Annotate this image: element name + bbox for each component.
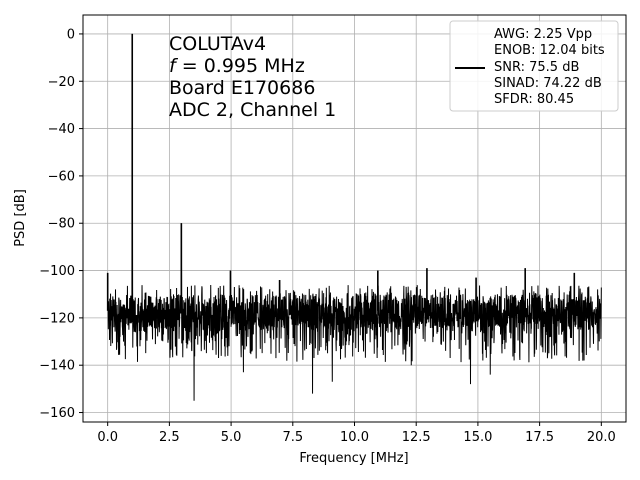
x-tick-label: 0.0 bbox=[97, 430, 118, 445]
y-tick-label: −120 bbox=[39, 311, 75, 326]
x-tick-label: 15.0 bbox=[463, 430, 492, 445]
x-tick-label: 20.0 bbox=[587, 430, 616, 445]
x-tick-label: 2.5 bbox=[159, 430, 180, 445]
y-axis-label: PSD [dB] bbox=[13, 189, 28, 247]
x-tick-label: 10.0 bbox=[340, 430, 369, 445]
annotation-line-4: ADC 2, Channel 1 bbox=[169, 99, 336, 121]
annotation-line-1: COLUTAv4 bbox=[169, 33, 266, 55]
annotation-line-2: f = 0.995 MHz bbox=[169, 55, 305, 77]
x-tick-label: 7.5 bbox=[282, 430, 303, 445]
annotation-line-2-rest: = 0.995 MHz bbox=[176, 55, 305, 77]
x-axis-ticks: 0.0 2.5 5.0 7.5 10.0 12.5 15.0 17.5 20.0 bbox=[97, 422, 616, 445]
y-axis-ticks: 0 −20 −40 −60 −80 −100 −120 −140 −160 bbox=[39, 27, 83, 421]
legend-box bbox=[449, 20, 619, 112]
x-tick-label: 17.5 bbox=[525, 430, 554, 445]
legend-entry-2: ENOB: 12.04 bits bbox=[494, 43, 605, 58]
y-tick-label: −40 bbox=[48, 122, 75, 137]
chart-annotation: COLUTAv4 f = 0.995 MHz Board E170686 ADC… bbox=[169, 33, 336, 121]
y-tick-label: −80 bbox=[48, 217, 75, 232]
y-tick-label: −160 bbox=[39, 406, 75, 421]
y-tick-label: −20 bbox=[48, 75, 75, 90]
x-tick-label: 12.5 bbox=[402, 430, 431, 445]
annotation-line-3: Board E170686 bbox=[169, 77, 315, 99]
y-tick-label: −60 bbox=[48, 169, 75, 184]
legend-entry-3: SNR: 75.5 dB bbox=[494, 60, 579, 75]
x-axis-label: Frequency [MHz] bbox=[299, 451, 408, 466]
legend-entry-5: SFDR: 80.45 bbox=[494, 92, 574, 107]
legend-entry-4: SINAD: 74.22 dB bbox=[494, 76, 602, 91]
y-tick-label: −100 bbox=[39, 264, 75, 279]
grid-lines bbox=[83, 15, 626, 422]
x-tick-label: 5.0 bbox=[221, 430, 242, 445]
y-tick-label: −140 bbox=[39, 359, 75, 374]
legend-entry-1: AWG: 2.25 Vpp bbox=[494, 27, 592, 42]
legend: AWG: 2.25 Vpp ENOB: 12.04 bits SNR: 75.5… bbox=[449, 20, 619, 112]
psd-series-line bbox=[107, 33, 602, 401]
y-tick-label: 0 bbox=[67, 27, 75, 42]
